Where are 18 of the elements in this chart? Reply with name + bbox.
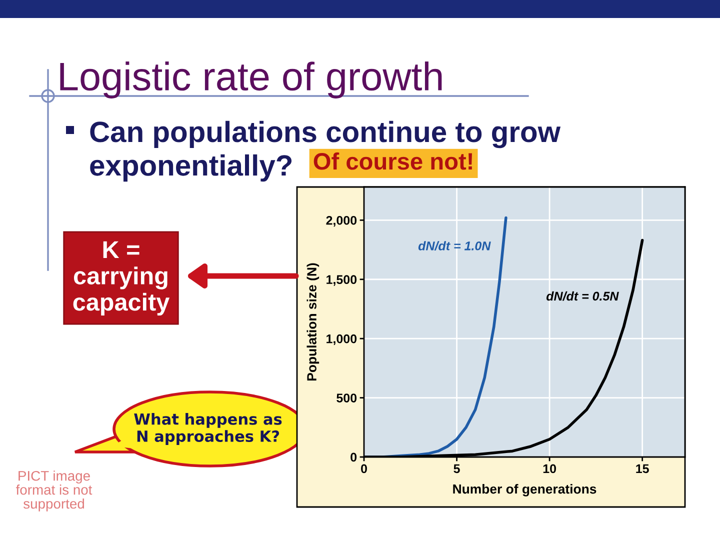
x-tick-label: 10 xyxy=(543,464,556,474)
text: PICT image format is not supported xyxy=(16,470,92,512)
series-label: dN/dt = 0.5N xyxy=(546,291,619,301)
x-axis-title: Number of generations xyxy=(453,484,596,496)
text: K = carrying capacity xyxy=(73,241,170,316)
text: What happens as N approaches K? xyxy=(134,413,282,445)
y-tick-label: 2,000 xyxy=(326,216,357,227)
y-tick-label: 1,500 xyxy=(326,275,357,286)
y-tick-label: 1,000 xyxy=(326,334,357,346)
y-tick-label: 500 xyxy=(336,394,357,402)
y-axis-title: Population size (N) xyxy=(306,263,320,380)
x-tick-label: 0 xyxy=(361,464,367,474)
y-tick-label: 0 xyxy=(350,452,357,462)
x-tick-label: 15 xyxy=(636,464,649,474)
series-label: dN/dt = 1.0N xyxy=(418,241,491,250)
chart-title: Logistic rate of growth xyxy=(60,62,442,98)
x-tick-label: 5 xyxy=(454,464,460,474)
chart-subtitle: Can populations continue to grow exponentially? Of course not! xyxy=(90,120,561,182)
